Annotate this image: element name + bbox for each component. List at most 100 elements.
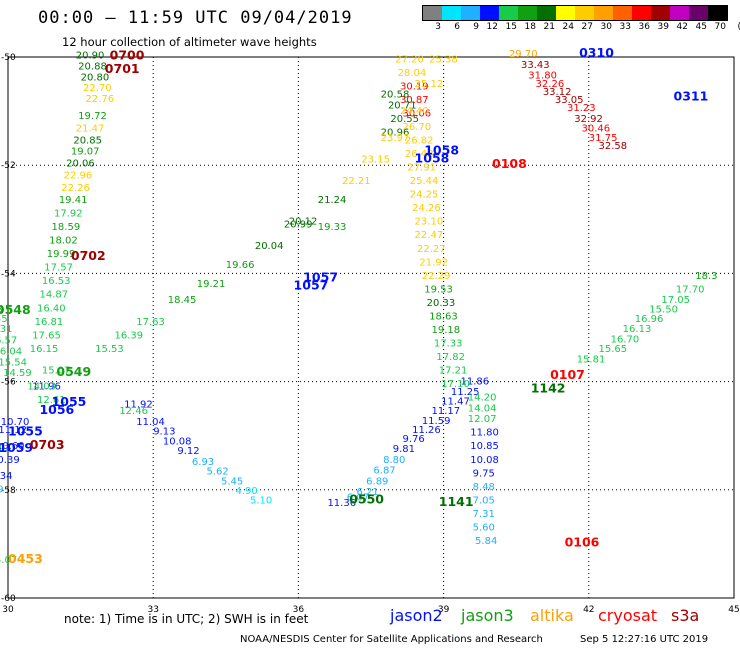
swh-value-label: 18.63 <box>429 311 458 322</box>
y-tick-label: -50 <box>1 53 16 63</box>
swh-value-label: 19.33 <box>318 222 347 233</box>
swh-value-label: 32.26 <box>536 79 565 90</box>
scale-label: (ft) <box>732 22 740 32</box>
swh-value-label: 15.50 <box>649 304 678 315</box>
swh-value-label: 8.48 <box>473 482 495 493</box>
swh-value-label: 22.29 <box>422 271 451 282</box>
swh-value-label: 7.31 <box>473 509 495 520</box>
scale-label: 30 <box>600 22 612 32</box>
swh-value-label: 25.12 <box>415 79 444 90</box>
pass-time-label: 1058 <box>415 150 450 165</box>
x-tick-label: 42 <box>583 605 594 615</box>
swh-value-label: 28.04 <box>398 68 427 79</box>
swh-value-label: 27.20 <box>395 54 424 65</box>
swh-value-label: 15.07 <box>42 365 71 376</box>
swh-value-label: 32.58 <box>598 141 627 152</box>
swh-value-label: 32.92 <box>574 114 603 125</box>
color-scale <box>422 5 728 21</box>
swh-value-label: 31.75 <box>589 133 618 144</box>
scale-label: 6 <box>454 22 460 32</box>
swh-value-label: 10.34 <box>0 471 12 482</box>
scale-swatch-1 <box>442 6 461 20</box>
swh-value-label: 6.89 <box>366 476 388 487</box>
swh-value-label: 17.82 <box>436 352 465 363</box>
y-tick-label: -60 <box>1 594 16 604</box>
scale-label: 21 <box>543 22 555 32</box>
scale-swatch-14 <box>689 6 708 20</box>
pass-time-label: 1059 <box>0 440 33 455</box>
map-frame <box>7 56 735 599</box>
swh-value-label: 9.12 <box>177 446 199 457</box>
swh-value-label: 17.92 <box>54 209 83 220</box>
swh-value-label: 29.70 <box>509 49 538 60</box>
pass-time-label: 0453 <box>8 551 43 566</box>
swh-value-label: 30.06 <box>402 109 431 120</box>
chart-title: 00:00 – 11:59 UTC 09/04/2019 <box>38 8 353 28</box>
swh-value-label: 15.81 <box>577 355 606 366</box>
swh-value-label: 16.96 <box>635 314 664 325</box>
swh-value-label: 30.46 <box>582 124 611 135</box>
swh-value-label: 17.57 <box>44 263 73 274</box>
scale-label: 24 <box>562 22 574 32</box>
pass-time-label: 0703 <box>30 437 65 452</box>
pass-time-label: 1058 <box>424 142 459 157</box>
pass-time-label: 1056 <box>39 402 74 417</box>
scale-label: 15 <box>505 22 517 32</box>
swh-value-label: 21.24 <box>318 195 347 206</box>
swh-value-label: 11.04 <box>136 417 165 428</box>
swh-value-label: 31.80 <box>528 71 557 82</box>
x-tick-label: 45 <box>728 605 739 615</box>
scale-label: 27 <box>581 22 593 32</box>
scale-swatch-10 <box>613 6 632 20</box>
pass-time-label: 1057 <box>303 270 338 285</box>
swh-value-label: 22.27 <box>417 244 446 255</box>
swh-value-label: 6.07 <box>347 493 369 504</box>
swh-value-label: 24.40 <box>400 106 429 117</box>
swh-value-label: 25.44 <box>410 176 439 187</box>
swh-value-label: 16.13 <box>623 324 652 335</box>
legend-s3a: s3a <box>671 606 700 625</box>
scale-label: 9 <box>473 22 479 32</box>
swh-value-label: 23.15 <box>361 154 390 165</box>
scale-label: 33 <box>619 22 631 32</box>
swh-value-label: 20.80 <box>81 72 110 83</box>
scale-label: 18 <box>524 22 536 32</box>
swh-value-label: 10.85 <box>470 441 499 452</box>
swh-value-label: 11.96 <box>32 382 61 393</box>
pass-time-label: 0108 <box>492 156 527 171</box>
swh-value-label: 22.26 <box>61 183 90 194</box>
swh-value-label: 5.45 <box>221 476 243 487</box>
pass-time-label: 0700 <box>110 48 145 63</box>
scale-swatch-3 <box>480 6 499 20</box>
scale-swatch-6 <box>537 6 556 20</box>
swh-value-label: 16.57 <box>0 336 17 347</box>
swh-value-label: 16.39 <box>114 330 143 341</box>
swh-value-label: 6.93 <box>192 457 214 468</box>
swh-value-label: 20.33 <box>427 298 456 309</box>
swh-value-label: 21.92 <box>419 257 448 268</box>
swh-value-label: 11.25 <box>451 387 480 398</box>
x-tick-label: 33 <box>147 605 158 615</box>
swh-value-label: 5.10 <box>250 495 272 506</box>
swh-value-label: 22.96 <box>64 171 93 182</box>
swh-value-label: 7.05 <box>473 495 495 506</box>
swh-value-label: 16.15 <box>30 344 59 355</box>
swh-value-label: 16.55 <box>0 314 8 325</box>
swh-value-label: 11.47 <box>441 396 470 407</box>
swh-value-label: 10.08 <box>163 436 192 447</box>
pass-time-label: 1057 <box>294 278 329 293</box>
swh-value-label: 18.3 <box>695 271 717 282</box>
x-tick-label: 36 <box>293 605 305 615</box>
swh-value-label: 26.82 <box>405 136 434 147</box>
x-tick-label: 39 <box>438 605 450 615</box>
swh-value-label: 10.08 <box>470 455 499 466</box>
swh-value-label: 33.12 <box>543 87 572 98</box>
swh-value-label: 19.07 <box>71 146 100 157</box>
swh-value-label: 22.70 <box>83 83 112 94</box>
scale-swatch-15 <box>708 6 727 20</box>
swh-value-label: 14.20 <box>468 393 497 404</box>
swh-value-label: 25.38 <box>429 54 458 65</box>
swh-value-label: 30.87 <box>400 95 429 106</box>
y-tick-label: -56 <box>1 378 16 388</box>
